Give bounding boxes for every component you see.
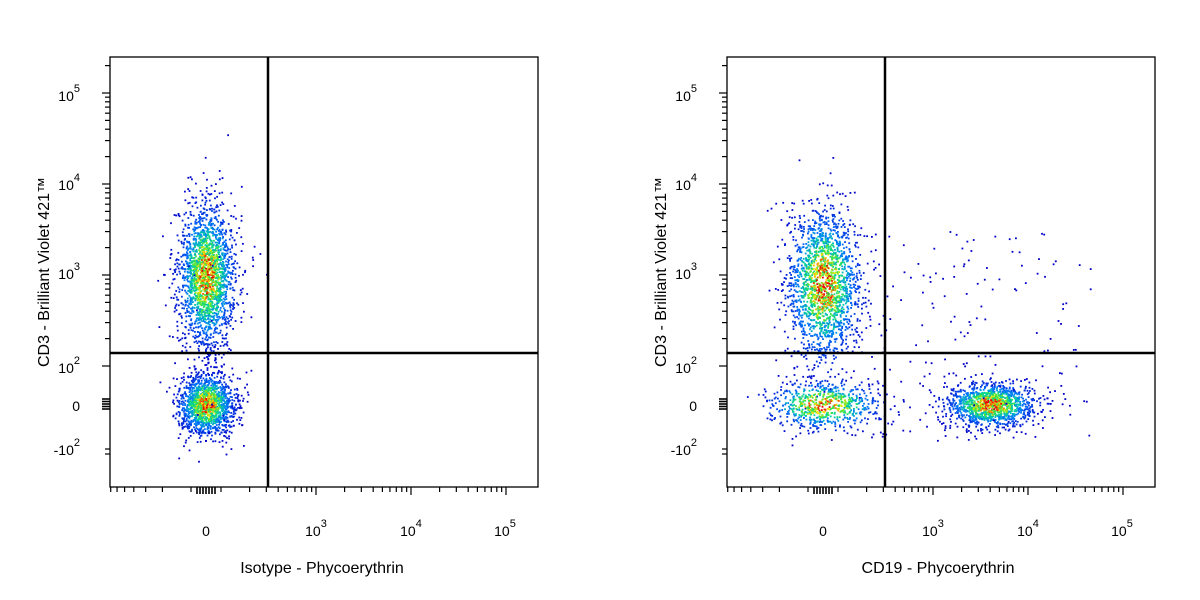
y-tick-label-1e2: 102 xyxy=(58,355,80,376)
y-tick-label-1e4: 104 xyxy=(675,172,697,193)
y-tick-label-1e3: 103 xyxy=(675,261,697,282)
y-tick-label-1e2: 102 xyxy=(675,355,697,376)
x-tick-label-1e3: 103 xyxy=(922,518,944,539)
event-dots xyxy=(746,157,1092,447)
y-axis-ticks xyxy=(102,65,110,455)
y-axis-label: CD3 - Brilliant Violet 421™ xyxy=(36,177,53,367)
plot-frame xyxy=(109,56,539,488)
plot-frame xyxy=(726,56,1156,488)
y-tick-label-1e5: 105 xyxy=(58,83,80,104)
plot-panel-cd19: 0 103 104 105 105 104 103 102 0 -102 CD1… xyxy=(653,56,1156,577)
y-tick-label-0: 0 xyxy=(689,398,697,414)
y-axis-label: CD3 - Brilliant Violet 421™ xyxy=(653,177,670,367)
y-tick-label-0: 0 xyxy=(72,398,80,414)
y-tick-label-neg1e2: -102 xyxy=(671,437,697,458)
plot-panel-isotype: 0 103 104 105 105 104 103 102 0 -102 Iso… xyxy=(36,56,539,577)
event-dots xyxy=(157,134,268,463)
x-tick-label-0: 0 xyxy=(819,523,827,539)
x-axis-label: CD19 - Phycoerythrin xyxy=(862,560,1015,577)
x-tick-label-1e4: 104 xyxy=(400,518,422,539)
x-axis-label: Isotype - Phycoerythrin xyxy=(240,560,404,577)
x-tick-label-1e5: 105 xyxy=(1111,518,1133,539)
x-axis-ticks xyxy=(727,487,1124,495)
x-tick-label-0: 0 xyxy=(202,523,210,539)
x-tick-label-1e3: 103 xyxy=(305,518,327,539)
y-tick-label-1e5: 105 xyxy=(675,83,697,104)
x-axis-ticks xyxy=(110,487,507,495)
x-tick-label-1e5: 105 xyxy=(494,518,516,539)
y-tick-label-1e4: 104 xyxy=(58,172,80,193)
y-tick-label-neg1e2: -102 xyxy=(54,437,80,458)
y-tick-label-1e3: 103 xyxy=(58,261,80,282)
x-tick-label-1e4: 104 xyxy=(1017,518,1039,539)
y-axis-ticks xyxy=(719,65,727,455)
